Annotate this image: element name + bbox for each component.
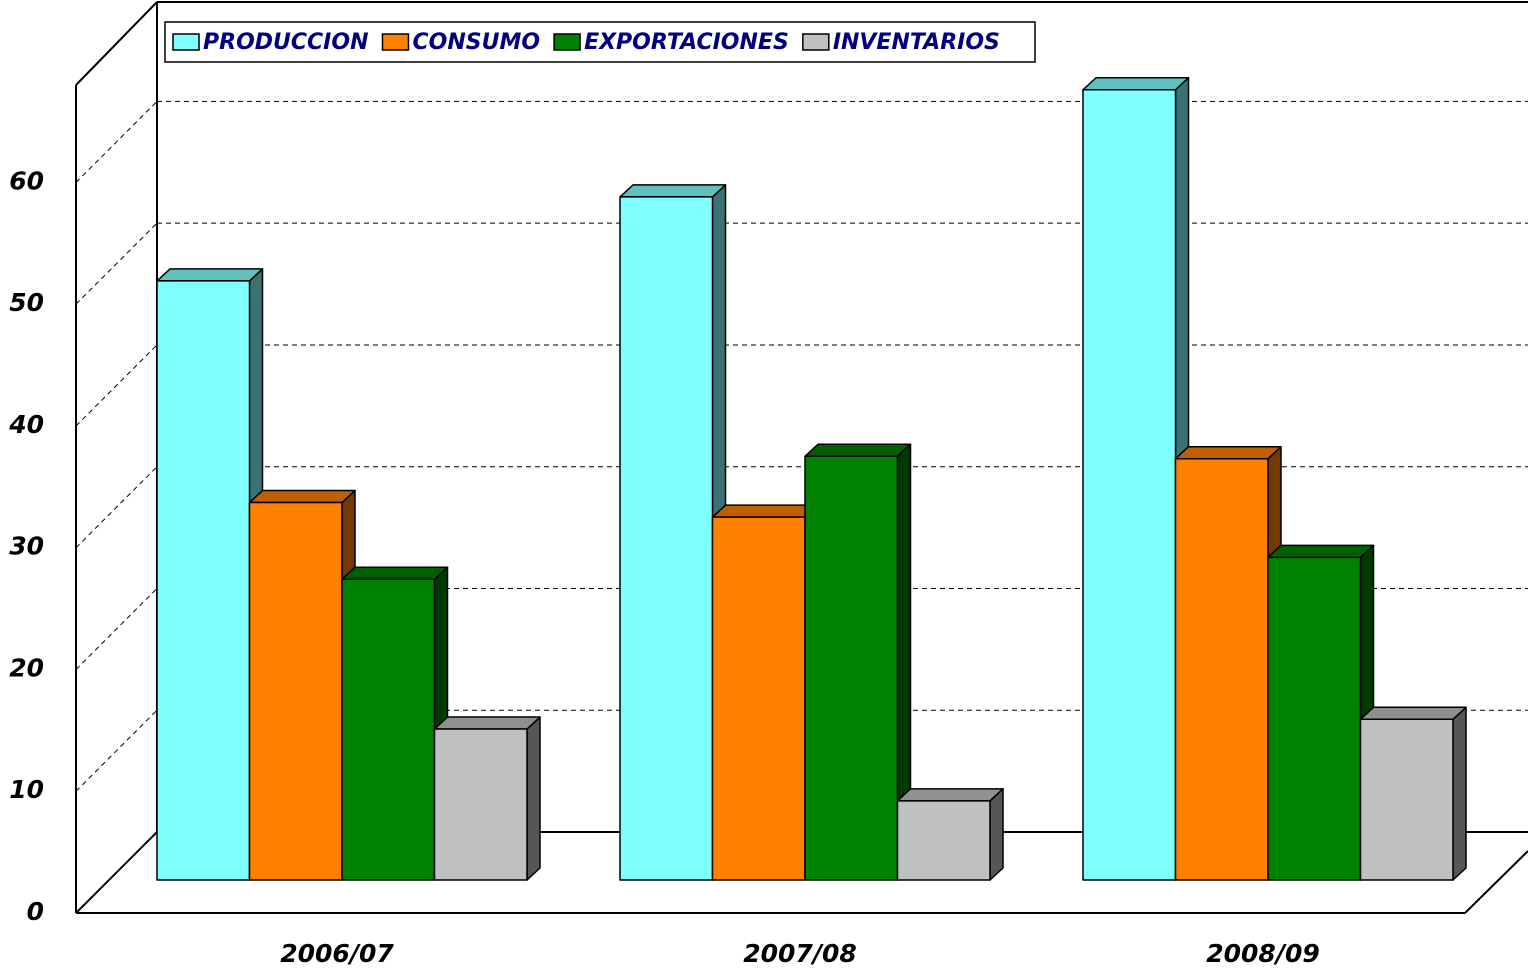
y-tick-label: 40 — [8, 410, 44, 439]
legend-box — [164, 21, 1036, 63]
bar-front — [804, 455, 899, 881]
y-tick-label: 0 — [27, 897, 44, 926]
grid-line — [75, 222, 158, 305]
legend-swatch — [172, 33, 200, 51]
bar-top — [341, 566, 449, 580]
bar-front — [156, 280, 251, 881]
bar-front — [619, 196, 714, 881]
bar-top — [1174, 445, 1282, 460]
bar-front — [711, 516, 806, 881]
bar-top — [896, 788, 1004, 802]
bar-top — [619, 184, 727, 198]
bar-front — [433, 728, 528, 881]
bar-top — [433, 716, 541, 730]
grid-line — [75, 101, 158, 183]
bar-side — [989, 788, 1004, 881]
bar — [1174, 445, 1282, 881]
y-tick-label: 60 — [9, 166, 44, 195]
legend-swatch — [553, 33, 581, 51]
bar-top — [711, 504, 819, 518]
y-tick-label: 20 — [9, 653, 44, 682]
y-tick-label: 30 — [9, 532, 44, 561]
x-tick-label: 2008/09 — [1206, 939, 1320, 968]
legend: PRODUCCION CONSUMO EXPORTACIONES INVENTARIO… — [164, 21, 1036, 63]
legend-label: EXPORTACIONES — [584, 30, 789, 55]
bar-top — [804, 443, 912, 458]
legend-label: PRODUCCION — [203, 30, 368, 55]
bar — [156, 268, 264, 881]
grid-line — [75, 709, 158, 792]
bar-top — [1082, 76, 1190, 91]
bar — [711, 504, 819, 881]
bar — [1082, 76, 1190, 881]
bar — [341, 566, 449, 881]
bar — [619, 184, 727, 881]
legend-swatch — [381, 33, 410, 51]
bar-front — [1359, 718, 1454, 881]
bar-front — [896, 800, 991, 881]
bar-top — [1359, 706, 1467, 721]
bar-front — [341, 578, 436, 881]
bar-top — [156, 268, 264, 282]
bar — [248, 489, 356, 881]
bar-front — [1174, 457, 1269, 881]
bar-side — [1452, 706, 1467, 881]
grid-line — [75, 588, 158, 670]
y-tick-label: 50 — [9, 288, 44, 317]
bar-top — [1267, 544, 1375, 559]
bar-front — [1082, 88, 1177, 881]
bar-front — [1267, 556, 1362, 881]
bar — [433, 716, 541, 881]
grid-line — [75, 344, 158, 427]
grid-line — [75, 466, 158, 549]
bar — [896, 788, 1004, 881]
legend-label: CONSUMO — [412, 30, 540, 55]
bar-side — [526, 716, 541, 881]
legend-swatch — [802, 33, 830, 51]
x-tick-label: 2007/08 — [743, 939, 857, 968]
bar — [1359, 706, 1467, 881]
legend-label: INVENTARIOS — [833, 30, 1000, 55]
bar — [804, 443, 912, 881]
y-tick-label: 10 — [9, 775, 44, 804]
x-tick-label: 2006/07 — [280, 939, 394, 968]
bar-top — [248, 489, 356, 504]
bar-front — [248, 501, 343, 881]
bar — [1267, 544, 1375, 881]
